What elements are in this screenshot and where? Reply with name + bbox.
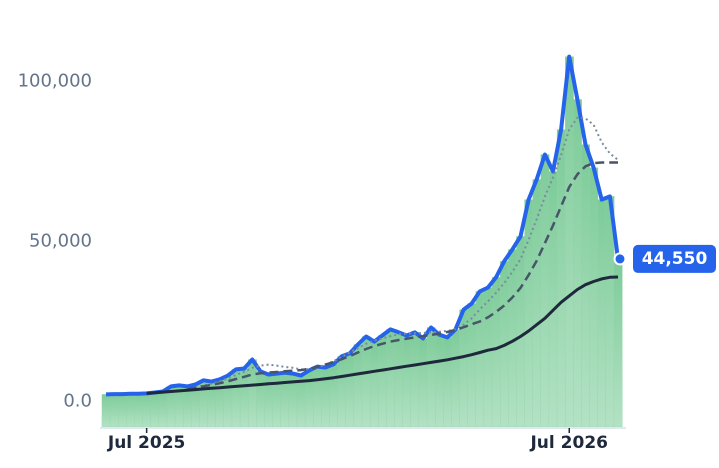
bar — [337, 356, 347, 428]
bar — [248, 359, 257, 428]
bar — [548, 171, 558, 428]
bar — [353, 344, 363, 428]
bar — [597, 199, 607, 428]
bar — [109, 393, 119, 428]
bar — [150, 392, 160, 428]
bar — [556, 129, 566, 428]
bar — [142, 393, 152, 428]
bar — [183, 386, 192, 428]
bar — [101, 394, 111, 428]
bar — [223, 375, 233, 428]
line — [105, 54, 620, 397]
bar — [402, 335, 412, 428]
bar — [118, 393, 127, 428]
y-tick-label: 50,000 — [29, 230, 92, 251]
bar — [134, 393, 144, 428]
x-tick-label: Jul 2026 — [529, 433, 608, 453]
bar — [483, 287, 493, 428]
bar — [443, 337, 452, 428]
end-dot — [613, 252, 627, 266]
bar — [410, 332, 420, 428]
bar — [345, 353, 355, 428]
bar — [589, 167, 599, 428]
bar — [491, 277, 501, 428]
bar — [313, 366, 322, 428]
bar — [296, 375, 306, 428]
bar — [126, 393, 135, 428]
y-tick-label: 0.0 — [63, 390, 92, 411]
bar — [378, 335, 387, 428]
y-tick-label: 100,000 — [18, 71, 92, 92]
line — [146, 275, 619, 395]
bar — [386, 329, 395, 428]
x-tick-label: Jul 2025 — [107, 433, 186, 453]
bar — [418, 338, 428, 428]
bar — [329, 364, 339, 428]
bar — [532, 179, 542, 428]
line — [187, 161, 618, 391]
value-badge — [633, 244, 716, 273]
bar — [565, 56, 574, 428]
bar — [369, 341, 379, 428]
bar — [451, 329, 460, 428]
bar — [613, 258, 623, 428]
value-label: 44,550 — [642, 249, 708, 269]
bar — [158, 391, 168, 428]
bar — [394, 332, 404, 428]
bar — [426, 327, 436, 428]
bar — [434, 334, 444, 428]
bar — [321, 367, 330, 428]
bar — [573, 99, 582, 428]
bar — [256, 371, 265, 428]
bar — [475, 291, 485, 428]
